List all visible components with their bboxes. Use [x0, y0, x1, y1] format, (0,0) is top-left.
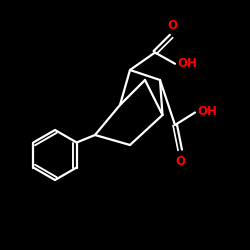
Text: O: O: [175, 155, 185, 168]
Text: OH: OH: [178, 57, 198, 70]
Text: OH: OH: [198, 105, 218, 118]
Text: O: O: [168, 20, 177, 32]
